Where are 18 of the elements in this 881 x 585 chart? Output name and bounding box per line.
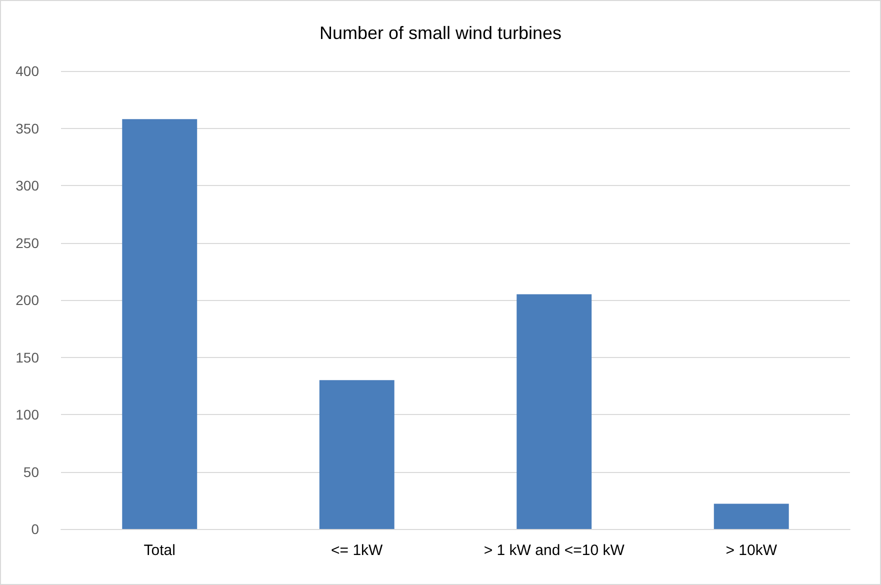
bar bbox=[516, 294, 592, 529]
y-tick-label: 250 bbox=[16, 234, 40, 251]
y-tick-label: 150 bbox=[16, 349, 40, 366]
x-tick-label: <= 1kW bbox=[331, 542, 384, 559]
y-tick-label: 0 bbox=[31, 521, 40, 537]
y-tick-label: 200 bbox=[16, 292, 40, 308]
chart-title: Number of small wind turbines bbox=[319, 23, 562, 43]
y-tick-label: 100 bbox=[16, 406, 40, 422]
bar bbox=[122, 119, 198, 529]
bar bbox=[319, 380, 394, 529]
y-tick-label: 400 bbox=[16, 63, 40, 79]
y-tick-label: 300 bbox=[16, 178, 40, 194]
x-tick-label: > 1 kW and <=10 kW bbox=[484, 542, 626, 559]
y-tick-label: 350 bbox=[16, 120, 40, 136]
x-tick-label: Total bbox=[144, 542, 176, 559]
bar bbox=[714, 504, 789, 529]
x-tick-label: > 10kW bbox=[726, 542, 778, 559]
y-tick-label: 50 bbox=[23, 464, 40, 480]
